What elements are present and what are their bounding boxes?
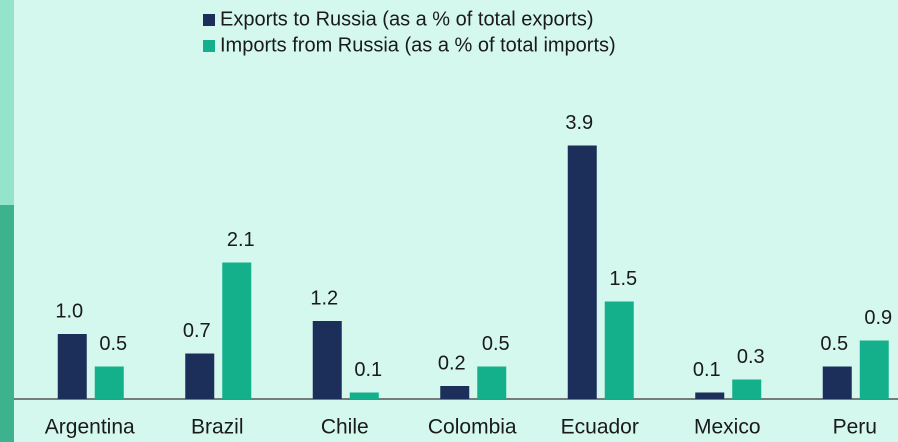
x-tick-label: Peru xyxy=(833,416,877,439)
bar xyxy=(695,392,725,399)
legend-swatch xyxy=(203,14,215,26)
x-tick-label: Argentina xyxy=(45,416,135,439)
data-label: 0.7 xyxy=(183,320,211,342)
bar xyxy=(822,366,852,399)
data-label: 0.5 xyxy=(482,333,510,355)
data-label: 0.3 xyxy=(737,346,765,368)
bar xyxy=(57,334,87,399)
bar xyxy=(567,145,597,399)
data-label: 1.0 xyxy=(55,300,83,322)
data-label: 0.1 xyxy=(693,359,721,381)
bar xyxy=(859,340,889,399)
side-strip xyxy=(0,205,14,442)
bar xyxy=(222,262,252,399)
x-tick-label: Mexico xyxy=(694,416,761,439)
data-label: 0.2 xyxy=(438,352,466,374)
x-tick-label: Colombia xyxy=(428,416,517,439)
data-label: 3.9 xyxy=(565,112,593,134)
bar xyxy=(349,392,379,399)
data-label: 0.5 xyxy=(820,333,848,355)
bar xyxy=(185,353,215,399)
data-label: 0.5 xyxy=(99,333,127,355)
bar xyxy=(604,301,634,399)
legend-label: Exports to Russia (as a % of total expor… xyxy=(220,8,594,30)
data-label: 2.1 xyxy=(227,229,255,251)
bar xyxy=(732,379,762,399)
data-label: 1.2 xyxy=(310,287,338,309)
data-label: 0.9 xyxy=(864,307,892,329)
x-tick-label: Brazil xyxy=(191,416,244,439)
data-label: 1.5 xyxy=(609,268,637,290)
legend-label: Imports from Russia (as a % of total imp… xyxy=(220,34,616,56)
bar xyxy=(312,321,342,399)
side-strip xyxy=(0,0,14,205)
bar xyxy=(94,366,124,399)
bar xyxy=(440,386,470,399)
x-tick-label: Chile xyxy=(321,416,369,439)
bar xyxy=(477,366,507,399)
x-tick-label: Ecuador xyxy=(561,416,639,439)
data-label: 0.1 xyxy=(354,359,382,381)
legend-swatch xyxy=(203,40,215,52)
